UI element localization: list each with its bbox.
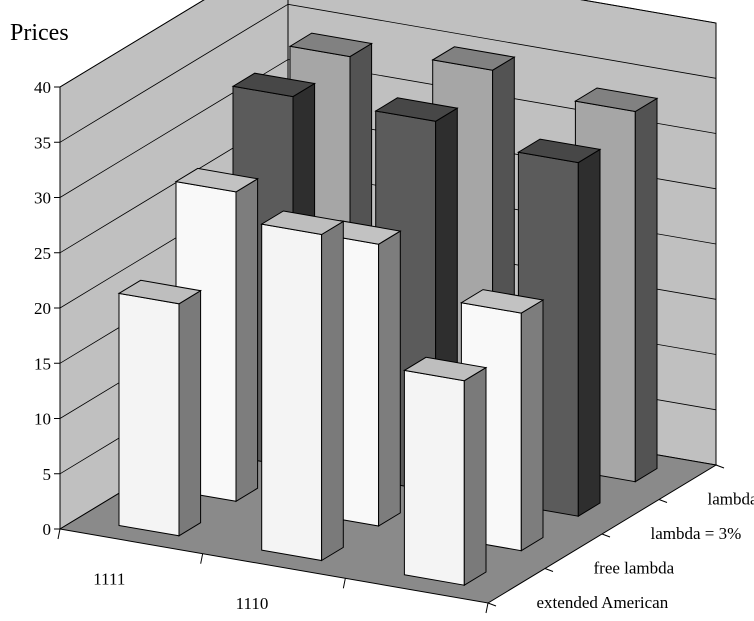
- bar-top: [374, 97, 459, 122]
- bar-top: [174, 167, 260, 193]
- x-tick: [57, 528, 61, 540]
- bar-top: [402, 356, 488, 382]
- axes: 0 5 10 15 20 25 30 35 40 1111 1110 1101 extended Ame…: [34, 78, 754, 621]
- x-tick: [342, 578, 346, 589]
- bar-top: [459, 289, 545, 314]
- bar-side: [463, 366, 487, 587]
- bars: [117, 32, 659, 587]
- bar-side: [520, 299, 544, 552]
- y-tick-label: 40: [34, 78, 51, 97]
- bar-top: [573, 87, 659, 113]
- bar-front: [118, 292, 180, 537]
- y-tick-label: 30: [34, 189, 51, 208]
- depth-tick: [715, 464, 725, 469]
- gridline: [59, 0, 717, 88]
- bar-front: [403, 369, 465, 586]
- gridline: [59, 3, 717, 143]
- x-tick: [485, 602, 489, 614]
- bar-side: [378, 230, 401, 527]
- y-tick-label: 20: [34, 299, 51, 318]
- bar-top: [516, 138, 602, 164]
- bar-side: [235, 177, 259, 503]
- bar-top: [117, 279, 203, 305]
- depth-tick: [601, 533, 611, 538]
- depth-tick: [544, 568, 554, 572]
- y-tick-label: 35: [34, 133, 51, 152]
- series-label: lambda = 0%: [708, 489, 754, 508]
- bar-side: [634, 97, 658, 483]
- y-tick-label: 25: [34, 244, 51, 263]
- x-tick-label: 1101: [378, 619, 411, 621]
- y-tick-label: 10: [34, 410, 51, 429]
- bar-top: [260, 210, 345, 236]
- bar: [402, 356, 488, 587]
- bar-top: [431, 46, 516, 71]
- y-tick-label: 0: [43, 520, 52, 539]
- bar-front: [261, 223, 323, 562]
- bar-side: [178, 289, 202, 537]
- gridline: [59, 59, 717, 198]
- y-tick-label: 15: [34, 354, 51, 373]
- bar-side: [577, 148, 601, 518]
- x-tick-label: 1111: [93, 569, 125, 588]
- bar-side: [321, 220, 344, 562]
- x-tick: [200, 553, 204, 564]
- series-label: extended American: [537, 593, 669, 612]
- x-tick-label: 1110: [236, 594, 269, 613]
- series-label: free lambda: [594, 558, 675, 577]
- bar: [459, 289, 545, 552]
- depth-tick: [487, 602, 497, 607]
- bar-top: [288, 32, 374, 58]
- bar: [117, 279, 203, 537]
- series-label: lambda = 3%: [651, 524, 742, 543]
- bar: [260, 210, 345, 562]
- bar-top: [231, 72, 317, 98]
- chart-title: Prices: [10, 20, 69, 46]
- y-tick-label: 5: [43, 465, 52, 484]
- depth-tick: [658, 499, 668, 503]
